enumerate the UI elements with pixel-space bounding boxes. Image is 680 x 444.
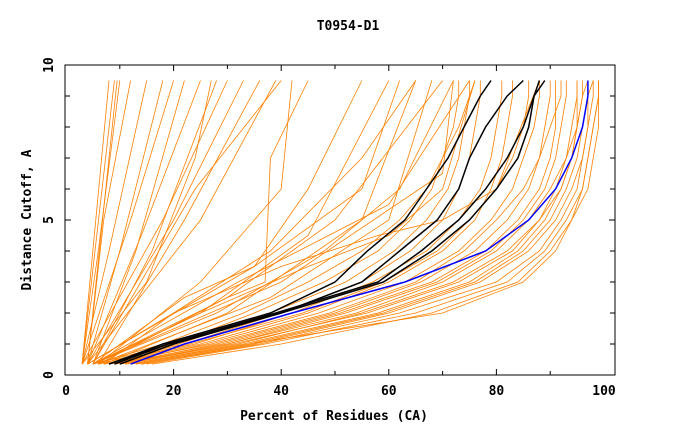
blue-curve [130,80,589,365]
orange-curve [97,80,261,365]
orange-curve [92,80,470,365]
orange-curve [92,80,282,365]
orange-curve [114,80,556,365]
orange-curve [98,80,293,365]
x-tick-label: 60 [381,384,397,399]
orange-curve [81,80,148,365]
orange-curve [92,80,309,365]
orange-curve [81,80,110,365]
orange-curve [98,80,481,365]
y-tick-label: 5 [42,216,57,224]
curves [81,79,599,365]
orange-curve [87,80,277,365]
y-tick-label: 10 [42,57,57,73]
orange-curve [87,80,131,365]
orange-curve [125,80,567,365]
orange-curve [87,80,244,365]
orange-curve [81,80,121,365]
orange-curve [92,80,460,365]
y-tick-label: 0 [42,371,57,379]
orange-curve [98,80,433,365]
orange-curve [119,80,551,365]
x-tick-label: 100 [592,384,616,399]
orange-curve [152,80,599,365]
orange-curve [146,80,599,365]
orange-curve [108,80,562,365]
x-tick-label: 20 [166,384,182,399]
black-curve [114,80,546,365]
orange-curve [81,80,115,365]
orange-curve [81,80,174,365]
x-tick-labels: 0 20 40 60 80 100 [62,384,616,399]
orange-curve [92,80,454,365]
y-tick-labels: 0 5 10 [42,57,57,379]
x-tick-label: 40 [273,384,289,399]
orange-curve [92,80,476,365]
orange-curve [114,80,540,365]
black-curve [119,80,541,365]
orange-curve [125,80,578,365]
orange-curve [141,80,594,365]
orange-curve [92,80,217,365]
axis-ticks [65,65,615,375]
x-axis-label: Percent of Residues (CA) [240,409,428,424]
orange-curve [87,80,201,365]
orange-curve [103,80,417,365]
orange-curve [108,80,513,365]
y-axis-label: Distance Cutoff, A [20,149,35,290]
orange-curve [92,80,185,365]
orange-curve [87,80,417,365]
x-tick-label: 0 [62,384,70,399]
orange-curve [98,80,470,365]
orange-curve [141,80,594,365]
chart-title: T0954-D1 [317,19,380,34]
orange-curve [81,80,212,365]
black-curve [108,80,492,365]
orange-curve [92,80,476,365]
orange-curve [81,80,228,365]
x-tick-label: 80 [489,384,505,399]
orange-curve [92,80,454,365]
